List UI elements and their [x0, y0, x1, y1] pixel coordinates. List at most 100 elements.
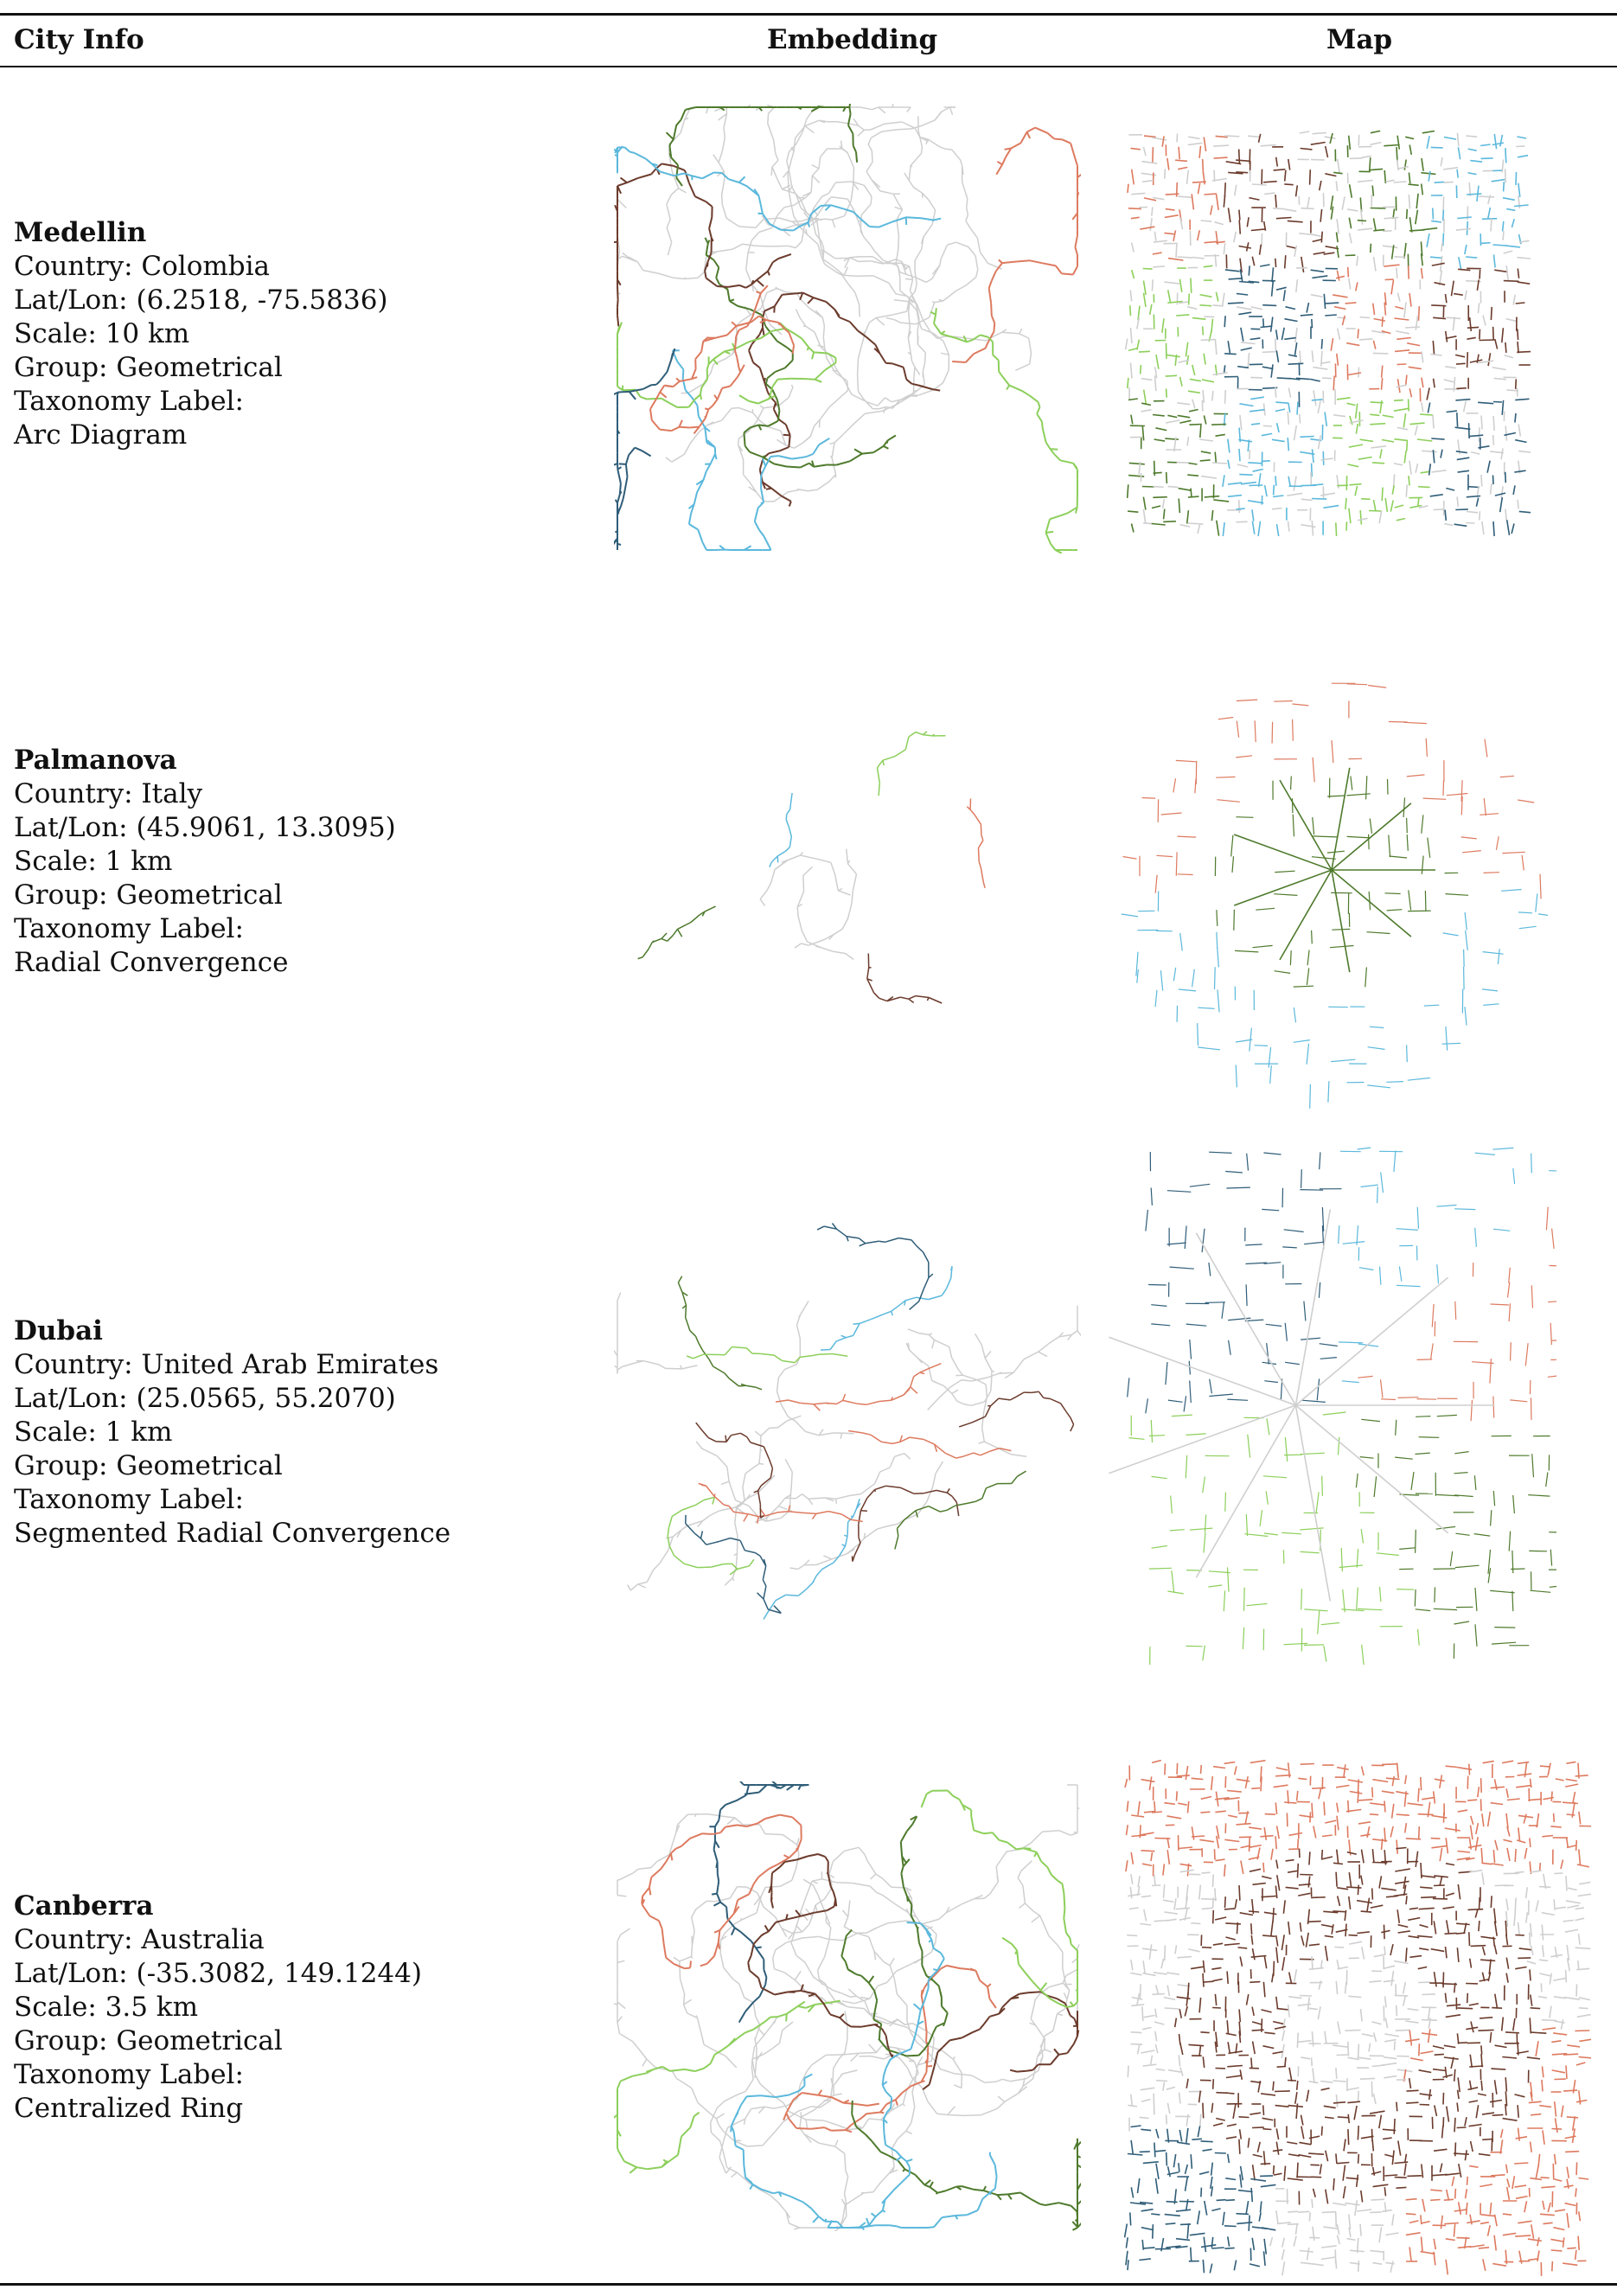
street-segment — [1349, 1941, 1362, 1944]
embedding-edge — [687, 1356, 693, 1359]
street-segment — [1507, 1848, 1510, 1861]
street-segment — [1175, 160, 1187, 161]
street-segment — [1301, 499, 1313, 500]
street-segment — [1248, 501, 1263, 503]
street-segment — [1512, 219, 1514, 227]
street-segment — [1407, 440, 1408, 451]
street-segment — [1419, 306, 1420, 321]
street-segment — [1423, 798, 1447, 799]
street-segment — [1164, 509, 1165, 520]
embedding-edge — [772, 160, 778, 167]
embedding-edge — [823, 337, 824, 348]
street-segment — [1509, 1303, 1510, 1321]
embedding-edge — [1019, 329, 1022, 334]
embedding-edge — [678, 2142, 681, 2155]
street-segment — [1321, 351, 1322, 367]
embedding-edge — [821, 241, 824, 249]
street-segment — [1357, 256, 1358, 265]
embedding-edge — [894, 300, 909, 302]
street-segment — [1396, 331, 1409, 334]
street-segment — [1525, 1343, 1528, 1365]
city-group: Group: Geometrical — [14, 1449, 451, 1483]
street-segment — [1307, 197, 1309, 208]
embedding-edge — [738, 408, 753, 413]
street-segment — [1306, 1933, 1308, 1947]
street-segment — [1166, 194, 1179, 195]
embedding-edge — [975, 256, 978, 270]
street-segment — [1466, 931, 1468, 950]
street-segment — [1163, 521, 1176, 522]
embedding-edge — [821, 149, 828, 157]
street-segment — [1313, 758, 1314, 783]
embedding-edge — [998, 2096, 1005, 2101]
street-segment — [1209, 1394, 1232, 1396]
embedding-edge — [1064, 1992, 1067, 1999]
street-segment — [1481, 1778, 1482, 1793]
embedding-edge — [939, 1387, 950, 1397]
street-segment — [1190, 231, 1191, 246]
street-segment — [1493, 402, 1502, 403]
street-segment — [1358, 368, 1359, 378]
embedding-edge — [771, 856, 777, 862]
embedding-edge — [684, 174, 692, 176]
street-segment — [1434, 1921, 1435, 1934]
embedding-edge — [845, 1847, 860, 1851]
embedding-edge — [761, 331, 772, 338]
street-segment — [1260, 265, 1269, 266]
street-segment — [1358, 1376, 1372, 1378]
street-segment — [1494, 1945, 1496, 1954]
embedding-edge — [666, 386, 673, 387]
embedding-edge — [864, 2192, 873, 2193]
street-segment — [1349, 1935, 1358, 1936]
embedding-edge — [982, 1488, 987, 1499]
street-segment — [1374, 500, 1377, 511]
street-segment — [1212, 305, 1223, 306]
street-segment — [1140, 227, 1154, 229]
embedding-edge — [683, 369, 684, 379]
street-segment — [1245, 1320, 1264, 1321]
street-segment — [1301, 208, 1314, 209]
street-segment — [1475, 1837, 1478, 1851]
street-segment — [1280, 780, 1332, 870]
embedding-edge — [834, 1899, 835, 1907]
embedding-edge — [1058, 2009, 1065, 2014]
embedding-edge — [724, 1967, 733, 1979]
embedding-edge — [924, 2180, 930, 2185]
street-segment — [1132, 270, 1134, 278]
embedding-edge — [907, 1825, 912, 1832]
embedding-edge — [812, 169, 819, 176]
street-segment — [1433, 208, 1434, 220]
embedding-edge — [694, 1533, 700, 1538]
embedding-edge — [771, 1873, 772, 1885]
embedding-edge — [935, 1340, 949, 1346]
street-segment — [1251, 1969, 1252, 1979]
street-segment — [1424, 1005, 1440, 1006]
street-segment — [1213, 373, 1228, 375]
street-segment — [1540, 874, 1541, 899]
embedding-edge — [802, 1936, 820, 1938]
street-segment — [1239, 500, 1240, 513]
embedding-edge — [916, 996, 929, 998]
embedding-edge — [880, 2113, 884, 2114]
embedding-edge — [952, 1390, 958, 1393]
street-segment — [1385, 180, 1394, 182]
street-segment — [1251, 307, 1262, 310]
street-segment — [1383, 415, 1394, 417]
embedding-edge — [748, 240, 751, 253]
street-segment — [1408, 1918, 1420, 1921]
street-segment — [1524, 1814, 1526, 1824]
city-latlon: Lat/Lon: (25.0565, 55.2070) — [14, 1382, 451, 1416]
street-segment — [1198, 230, 1200, 240]
embedding-edge — [834, 1892, 835, 1899]
embedding-edge — [794, 138, 796, 151]
embedding-edge — [725, 1436, 726, 1442]
street-segment — [1271, 317, 1273, 332]
street-segment — [1177, 1957, 1192, 1958]
embedding-edge — [761, 285, 768, 293]
street-segment — [1531, 1154, 1532, 1174]
street-segment — [1481, 1799, 1482, 1811]
embedding-edge — [706, 1542, 719, 1545]
street-segment — [1566, 1762, 1575, 1763]
street-segment — [1167, 1591, 1183, 1594]
embedding-edge — [680, 1961, 681, 1979]
